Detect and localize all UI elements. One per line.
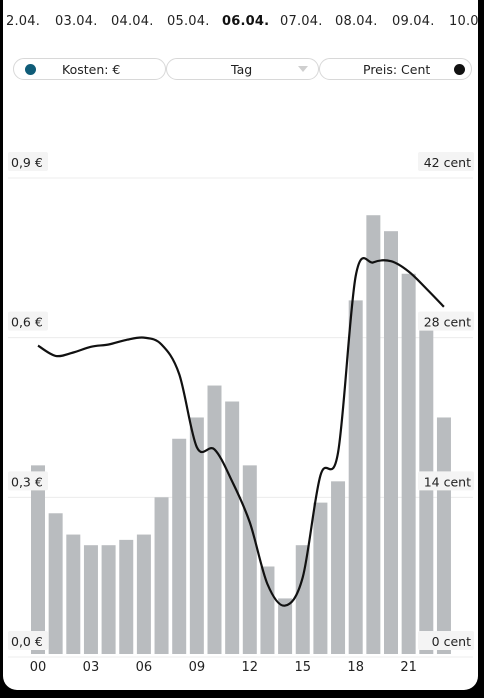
date-strip[interactable]: 2.04. 03.04. 04.04. 05.04. 06.04. 07.04.… (3, 12, 478, 36)
price-line (37, 257, 445, 607)
bar (295, 545, 310, 654)
bar (172, 438, 187, 654)
y-left-tick-label: 0,6 € (11, 315, 43, 330)
bar (436, 417, 451, 654)
bar (207, 385, 222, 654)
x-tick-label: 15 (294, 660, 311, 675)
price-selector[interactable]: Preis: Cent (319, 58, 472, 80)
y-left-label-bg (8, 631, 48, 650)
bar (31, 465, 45, 654)
date-item[interactable]: 10.04. (449, 14, 478, 29)
cost-selector[interactable]: Kosten: € (13, 58, 166, 80)
bar (66, 534, 81, 654)
x-tick-label: 18 (347, 660, 364, 675)
date-item-selected[interactable]: 06.04. (222, 14, 270, 29)
y-right-tick-label: 28 cent (424, 315, 471, 330)
bar (83, 545, 98, 654)
y-right-label-bg (418, 471, 474, 491)
cost-series-dot (25, 64, 36, 75)
y-left-label-bg (8, 471, 48, 491)
bar (154, 497, 169, 654)
date-item[interactable]: 03.04. (55, 14, 98, 29)
bar (225, 401, 240, 654)
y-left-tick-label: 0,9 € (11, 155, 43, 170)
bar (119, 539, 134, 654)
date-item[interactable]: 04.04. (111, 14, 154, 29)
bar (313, 502, 328, 654)
date-item[interactable]: 09.04. (392, 14, 435, 29)
period-dropdown[interactable]: Tag (166, 58, 319, 80)
bar (189, 417, 204, 654)
y-right-tick-label: 0 cent (432, 634, 471, 649)
bar (101, 545, 116, 654)
price-series-dot (454, 64, 465, 75)
bar (419, 326, 434, 654)
y-left-tick-label: 0,0 € (11, 634, 43, 649)
bar (242, 465, 257, 654)
date-item[interactable]: 07.04. (280, 14, 323, 29)
bar (348, 300, 363, 654)
price-selector-label: Preis: Cent (363, 62, 431, 77)
x-tick-label: 09 (189, 660, 206, 675)
bar (278, 598, 293, 654)
date-item[interactable]: 05.04. (167, 14, 210, 29)
x-tick-label: 12 (242, 660, 259, 675)
chevron-down-icon (298, 66, 308, 72)
x-tick-label: 06 (136, 660, 153, 675)
bar (48, 513, 63, 654)
y-left-tick-label: 0,3 € (11, 474, 43, 489)
x-tick-label: 21 (400, 660, 417, 675)
y-left-label-bg (8, 152, 48, 171)
bar (401, 273, 416, 654)
date-item[interactable]: 08.04. (335, 14, 378, 29)
bar (331, 481, 346, 654)
x-tick-label: 03 (83, 660, 100, 675)
app-screen: 2.04. 03.04. 04.04. 05.04. 06.04. 07.04.… (3, 0, 478, 690)
y-right-label-bg (418, 311, 474, 331)
y-left-label-bg (8, 311, 48, 331)
bar (136, 534, 151, 654)
bar (384, 231, 398, 654)
price-chart: 0,0 € 0,3 € 0,6 € 0,9 € 0 cent 14 cent 28 cent… (8, 152, 474, 675)
y-right-tick-label: 42 cent (424, 155, 471, 170)
period-dropdown-label: Tag (231, 62, 253, 77)
y-right-label-bg (418, 152, 474, 171)
bar (366, 215, 381, 654)
cost-selector-label: Kosten: € (62, 62, 121, 77)
x-tick-label: 00 (30, 660, 47, 675)
y-right-tick-label: 14 cent (424, 474, 471, 489)
date-item[interactable]: 2.04. (6, 14, 41, 29)
y-right-label-bg (418, 631, 474, 650)
bar (260, 566, 275, 654)
